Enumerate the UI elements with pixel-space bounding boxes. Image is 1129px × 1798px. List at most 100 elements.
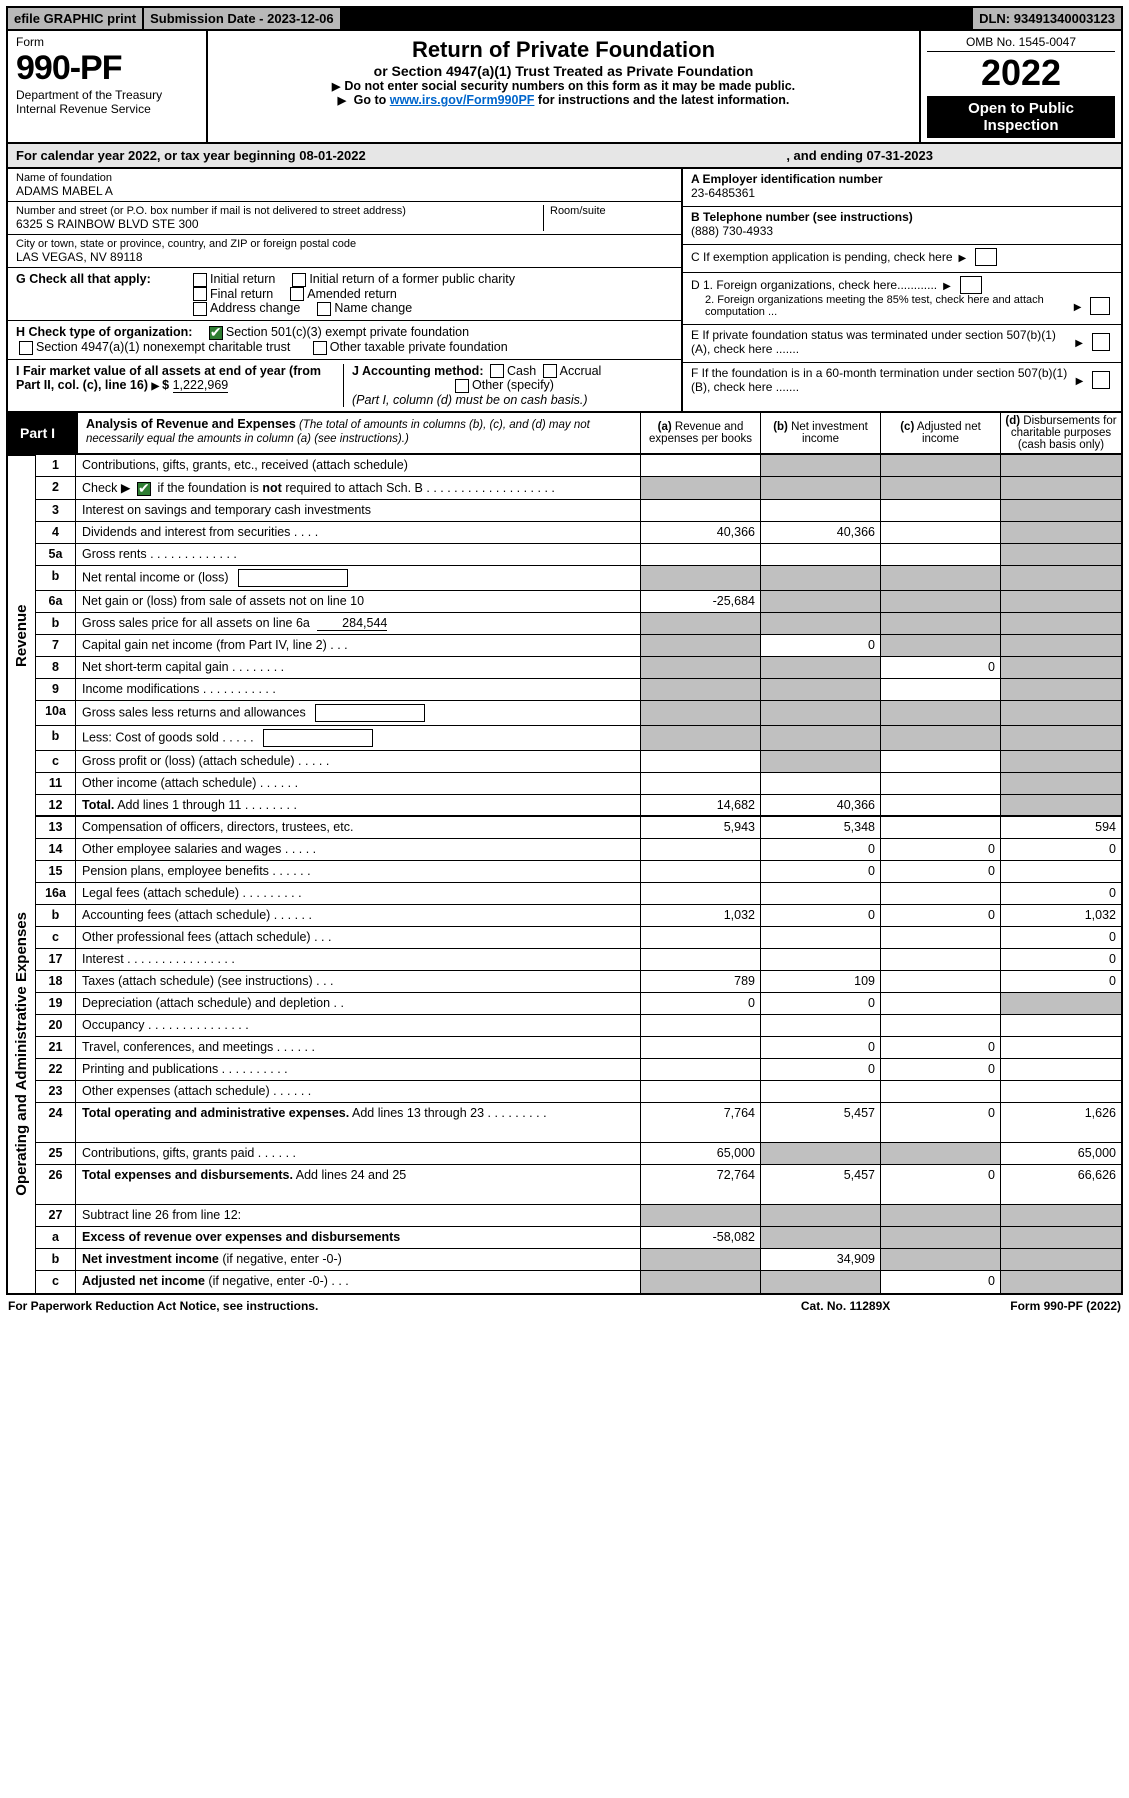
table-cell: [1001, 544, 1121, 565]
table-row: 3Interest on savings and temporary cash …: [36, 500, 1121, 522]
table-cell: [1001, 635, 1121, 656]
table-cell: [881, 613, 1001, 634]
table-row: 20Occupancy . . . . . . . . . . . . . . …: [36, 1015, 1121, 1037]
table-cell: 0: [881, 1059, 1001, 1080]
line-number: 13: [36, 817, 76, 838]
table-row: cGross profit or (loss) (attach schedule…: [36, 751, 1121, 773]
ck-cash[interactable]: [490, 364, 504, 378]
g-label: G Check all that apply:: [16, 272, 176, 286]
note-goto: Go to www.irs.gov/Form990PF for instruct…: [216, 93, 911, 107]
name-label: Name of foundation: [16, 172, 673, 184]
table-row: 6aNet gain or (loss) from sale of assets…: [36, 591, 1121, 613]
line-number: 22: [36, 1059, 76, 1080]
table-cell: [1001, 613, 1121, 634]
table-cell: [881, 993, 1001, 1014]
line-number: 16a: [36, 883, 76, 904]
table-cell: [881, 971, 1001, 992]
table-cell: [761, 1143, 881, 1164]
table-row: 23Other expenses (attach schedule) . . .…: [36, 1081, 1121, 1103]
line-desc: Total expenses and disbursements. Add li…: [76, 1165, 641, 1204]
line-desc: Capital gain net income (from Part IV, l…: [76, 635, 641, 656]
line-desc: Total operating and administrative expen…: [76, 1103, 641, 1142]
ck-accrual[interactable]: [543, 364, 557, 378]
line-desc: Other employee salaries and wages . . . …: [76, 839, 641, 860]
d2-label: 2. Foreign organizations meeting the 85%…: [705, 294, 1068, 318]
line-desc: Depreciation (attach schedule) and deple…: [76, 993, 641, 1014]
line-desc: Adjusted net income (if negative, enter …: [76, 1271, 641, 1293]
tel-value: (888) 730-4933: [691, 224, 1113, 238]
line-desc: Accounting fees (attach schedule) . . . …: [76, 905, 641, 926]
line-desc: Gross profit or (loss) (attach schedule)…: [76, 751, 641, 772]
ck-c[interactable]: [975, 248, 997, 266]
table-cell: [761, 1205, 881, 1226]
table-cell: 5,348: [761, 817, 881, 838]
ck-4947a1[interactable]: [19, 341, 33, 355]
ck-d1[interactable]: [960, 276, 982, 294]
ck-amended-return[interactable]: [290, 287, 304, 301]
table-cell: [641, 1037, 761, 1058]
ck-f[interactable]: [1092, 371, 1110, 389]
table-cell: [881, 544, 1001, 565]
h-opt-0: Section 501(c)(3) exempt private foundat…: [226, 325, 469, 339]
ij-row: I Fair market value of all assets at end…: [8, 360, 681, 411]
table-cell: 34,909: [761, 1249, 881, 1270]
ck-initial-former[interactable]: [292, 273, 306, 287]
e-label: E If private foundation status was termi…: [691, 328, 1069, 356]
table-cell: 40,366: [641, 522, 761, 543]
ck-address-change[interactable]: [193, 302, 207, 316]
table-row: 2Check ▶ if the foundation is not requir…: [36, 477, 1121, 500]
table-cell: 0: [761, 635, 881, 656]
ck-other-taxable[interactable]: [313, 341, 327, 355]
ck-final-return[interactable]: [193, 287, 207, 301]
line-number: 21: [36, 1037, 76, 1058]
table-cell: [1001, 795, 1121, 815]
footer-right: Form 990-PF (2022): [1010, 1299, 1121, 1313]
h-opt-1: Section 4947(a)(1) nonexempt charitable …: [36, 340, 290, 354]
table-cell: [641, 1059, 761, 1080]
table-row: 8Net short-term capital gain . . . . . .…: [36, 657, 1121, 679]
table-cell: 5,457: [761, 1165, 881, 1204]
ck-other-method[interactable]: [455, 379, 469, 393]
line-number: 23: [36, 1081, 76, 1102]
ck-schb[interactable]: [137, 482, 151, 496]
line-desc: Interest on savings and temporary cash i…: [76, 500, 641, 521]
line-number: 1: [36, 455, 76, 476]
table-row: 5aGross rents . . . . . . . . . . . . .: [36, 544, 1121, 566]
line-desc: Other income (attach schedule) . . . . .…: [76, 773, 641, 794]
line-desc: Total. Add lines 1 through 11 . . . . . …: [76, 795, 641, 815]
line-number: 20: [36, 1015, 76, 1036]
efile-label[interactable]: efile GRAPHIC print: [8, 8, 144, 29]
tax-year: 2022: [927, 52, 1115, 94]
ck-501c3[interactable]: [209, 326, 223, 340]
line-number: 7: [36, 635, 76, 656]
ck-e[interactable]: [1092, 333, 1110, 351]
form990pf-link[interactable]: www.irs.gov/Form990PF: [390, 93, 535, 107]
ck-d2[interactable]: [1090, 297, 1110, 315]
line-desc: Net short-term capital gain . . . . . . …: [76, 657, 641, 678]
line-number: 26: [36, 1165, 76, 1204]
table-cell: [761, 751, 881, 772]
inline-box: [263, 729, 373, 747]
line-number: 4: [36, 522, 76, 543]
table-cell: 0: [761, 1059, 881, 1080]
table-cell: [641, 1249, 761, 1270]
i-label: I Fair market value of all assets at end…: [16, 364, 321, 392]
line-desc: Income modifications . . . . . . . . . .…: [76, 679, 641, 700]
line-desc: Travel, conferences, and meetings . . . …: [76, 1037, 641, 1058]
line-number: 9: [36, 679, 76, 700]
table-cell: [881, 566, 1001, 590]
table-cell: [1001, 455, 1121, 476]
table-cell: 1,032: [641, 905, 761, 926]
table-cell: [761, 1271, 881, 1293]
table-row: 15Pension plans, employee benefits . . .…: [36, 861, 1121, 883]
table-cell: 0: [881, 657, 1001, 678]
table-cell: [1001, 566, 1121, 590]
foundation-name: ADAMS MABEL A: [16, 184, 673, 198]
line-desc: Legal fees (attach schedule) . . . . . .…: [76, 883, 641, 904]
i-value: 1,222,969: [173, 378, 229, 393]
dln-label: DLN:: [979, 11, 1014, 26]
ck-initial-return[interactable]: [193, 273, 207, 287]
ck-name-change[interactable]: [317, 302, 331, 316]
j-label: J Accounting method:: [352, 364, 483, 378]
table-cell: 0: [761, 993, 881, 1014]
